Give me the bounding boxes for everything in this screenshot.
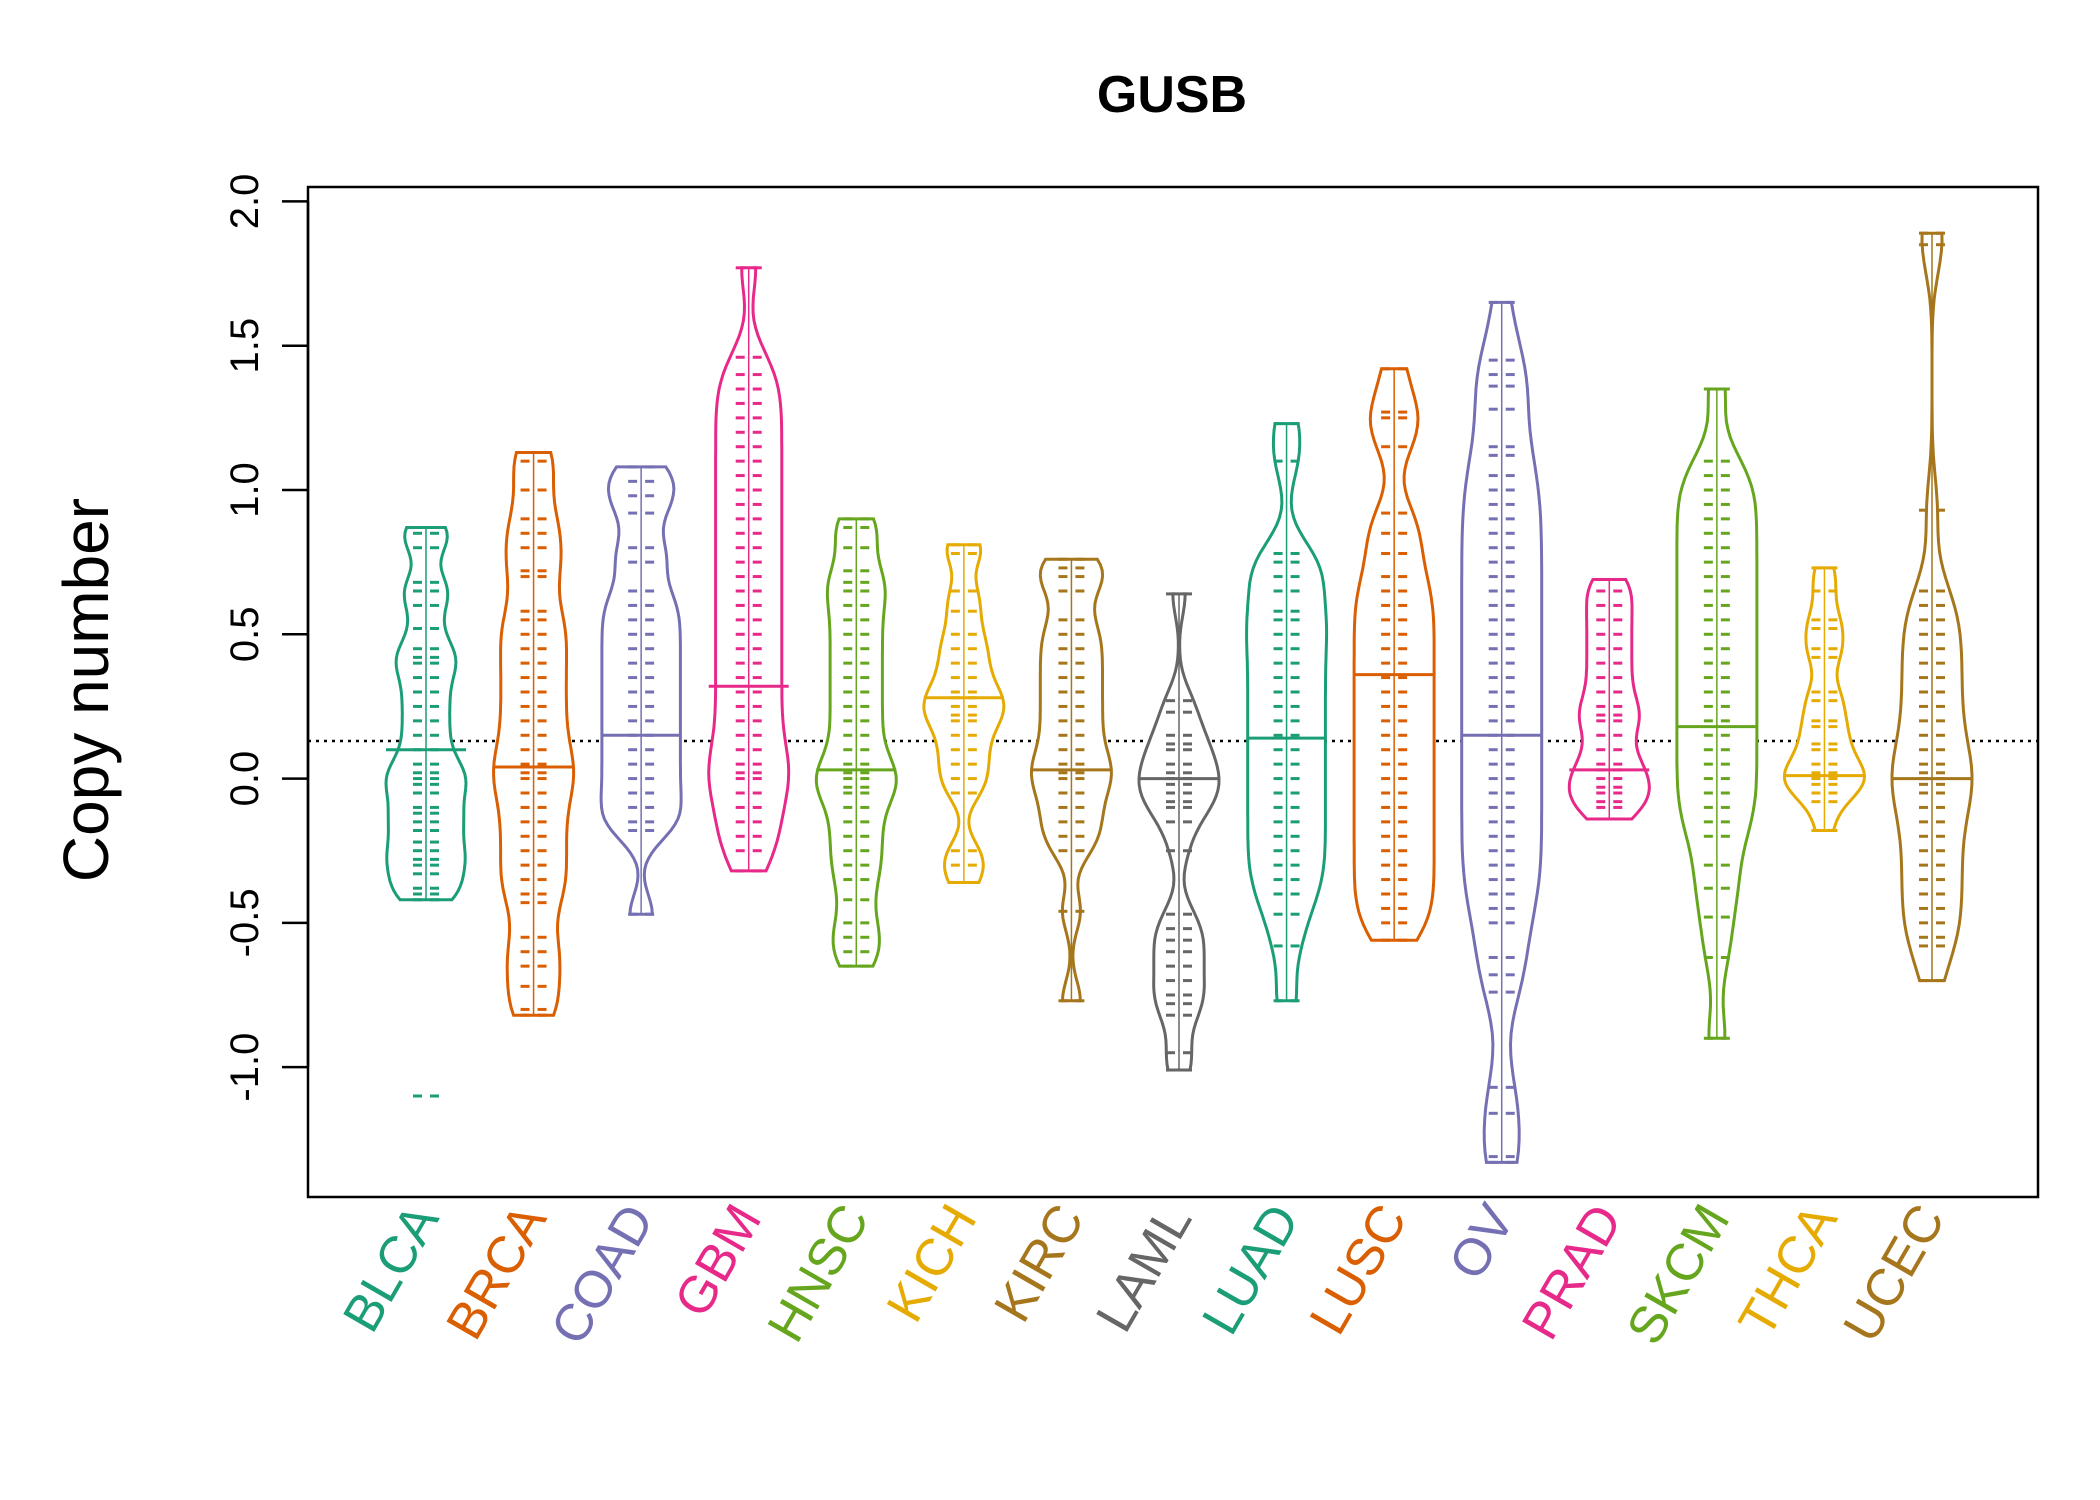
x-tick-label-ov: OV	[1438, 1195, 1526, 1289]
x-tick-label-gbm: GBM	[664, 1195, 773, 1327]
x-tick-label-ucec: UCEC	[1832, 1195, 1956, 1352]
y-tick-label: -0.5	[223, 888, 267, 957]
x-tick-label-blca: BLCA	[332, 1195, 450, 1342]
bean-gbm	[707, 266, 791, 873]
x-tick-label-skcm: SKCM	[1616, 1195, 1741, 1354]
bean-ov	[1460, 300, 1544, 1164]
bean-skcm	[1675, 387, 1759, 1040]
bean-laml	[1137, 592, 1221, 1072]
bean-kirc	[1029, 557, 1113, 1003]
bean-outline	[1029, 557, 1113, 1003]
bean-kich	[922, 543, 1006, 884]
bean-lusc	[1352, 367, 1436, 942]
y-tick-label: 0.0	[223, 751, 267, 807]
y-axis-label: Copy number	[50, 498, 122, 882]
bean-thca	[1782, 566, 1866, 833]
y-tick-label: -1.0	[223, 1033, 267, 1102]
y-tick-label: 2.0	[223, 174, 267, 230]
bean-outline	[384, 526, 468, 902]
x-tick-label-prad: PRAD	[1511, 1195, 1633, 1349]
bean-prad	[1567, 577, 1651, 821]
bean-coad	[599, 465, 683, 916]
bean-luad	[1245, 422, 1329, 1003]
bean-ucec	[1890, 231, 1974, 983]
x-tick-label-kirc: KIRC	[983, 1195, 1095, 1332]
bean-hnsc	[814, 517, 898, 968]
y-axis: -1.0 -0.5 0.0 0.5 1.0 1.5 2.0	[223, 174, 310, 1102]
x-tick-label-kich: KICH	[876, 1195, 988, 1332]
y-tick-label: 0.5	[223, 606, 267, 662]
bean-outline	[492, 451, 576, 1017]
bean-outline	[1567, 578, 1651, 821]
x-tick-label-coad: COAD	[540, 1195, 665, 1354]
chart-title: GUSB	[1097, 66, 1247, 124]
x-tick-label-thca: THCA	[1728, 1195, 1849, 1347]
bean-outline	[599, 465, 683, 916]
y-tick-label: 1.0	[223, 462, 267, 518]
bean-outline	[922, 543, 1006, 884]
y-tick-label: 1.5	[223, 318, 267, 374]
x-tick-label-laml: LAML	[1085, 1195, 1203, 1342]
x-tick-label-luad: LUAD	[1191, 1195, 1311, 1344]
bean-blca	[384, 526, 468, 1098]
bean-brca	[492, 450, 576, 1017]
plot-area	[308, 231, 2038, 1164]
x-tick-label-hnsc: HNSC	[757, 1195, 881, 1352]
bean-outline	[814, 517, 898, 968]
x-tick-label-lusc: LUSC	[1299, 1195, 1419, 1344]
